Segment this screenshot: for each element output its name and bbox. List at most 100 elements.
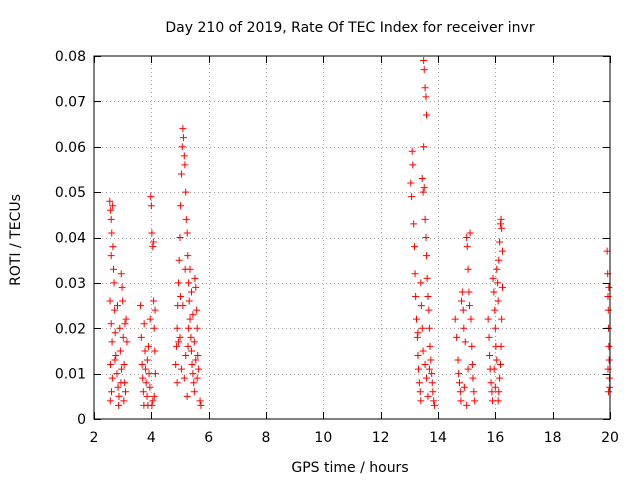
data-point [107,361,115,369]
data-point [425,365,433,373]
data-point [148,229,156,237]
data-point [484,315,492,323]
data-point [173,342,181,350]
data-point [454,356,462,364]
data-point [122,315,130,323]
data-point [188,361,196,369]
data-point [187,333,195,341]
data-point [183,229,191,237]
data-point [118,283,126,291]
data-point [181,265,189,273]
data-point [497,342,505,350]
y-tick-label: 0.05 [55,185,86,201]
data-point [109,265,117,273]
data-point [417,279,425,287]
data-point [177,202,185,210]
data-point [465,288,473,296]
data-point [122,388,130,396]
data-point [603,247,611,255]
data-point [494,297,502,305]
data-point [116,347,124,355]
data-point [191,274,199,282]
data-point [195,365,203,373]
data-point [196,397,204,405]
data-point [181,161,189,169]
x-axis-label: GPS time / hours [291,460,408,476]
data-point [117,270,125,278]
data-point [410,220,418,228]
data-point [414,351,422,359]
data-point [138,361,146,369]
data-point [605,356,613,364]
data-point [468,361,476,369]
data-point [469,374,477,382]
data-point [118,365,126,373]
data-point [120,361,128,369]
data-point [423,374,431,382]
data-point [423,252,431,260]
data-point [187,288,195,296]
data-point [185,324,193,332]
data-point [139,388,147,396]
data-point [112,351,120,359]
data-point [143,392,151,400]
data-point [108,338,116,346]
data-point [185,279,193,287]
data-point [142,365,150,373]
data-point [185,297,193,305]
data-point [411,270,419,278]
y-tick-label: 0.06 [55,140,86,156]
data-point [111,306,119,314]
data-point [423,274,431,282]
data-point [418,324,426,332]
data-point [142,379,150,387]
data-point [418,175,426,183]
data-point [106,297,114,305]
data-point [176,234,184,241]
data-point [182,351,190,359]
data-point [422,234,430,241]
data-point [499,247,506,255]
data-point [190,338,198,346]
data-point [190,388,198,396]
data-point [421,361,429,369]
data-point [113,370,121,378]
data-point [409,161,417,169]
data-point [192,283,200,291]
data-point [110,279,118,287]
data-point [175,338,183,346]
data-point [179,302,187,310]
data-point [117,379,125,387]
data-point [491,306,499,314]
y-tick-label: 0.08 [55,49,86,65]
data-point [497,215,505,223]
data-point [496,361,504,369]
data-point [189,311,197,319]
data-point [173,379,181,387]
data-point [451,315,459,323]
data-point [143,356,151,364]
data-point [420,66,428,74]
data-point [496,238,504,246]
data-point [146,315,154,323]
data-point [192,356,200,364]
data-point [150,297,158,305]
data-point [190,379,198,387]
data-point [417,302,425,310]
data-point [408,147,416,155]
y-axis-label: ROTI / TECUs [8,194,24,286]
data-point [149,238,157,246]
grid-lines [94,56,610,419]
data-point [490,365,498,373]
data-point [463,234,471,241]
data-point [109,202,117,210]
x-tick-label: 14 [429,430,447,446]
data-point [151,306,159,314]
data-point [428,370,436,378]
data-point [140,401,148,409]
data-point [175,256,183,264]
data-point [120,397,128,405]
data-point [468,342,476,350]
data-point [470,388,478,396]
